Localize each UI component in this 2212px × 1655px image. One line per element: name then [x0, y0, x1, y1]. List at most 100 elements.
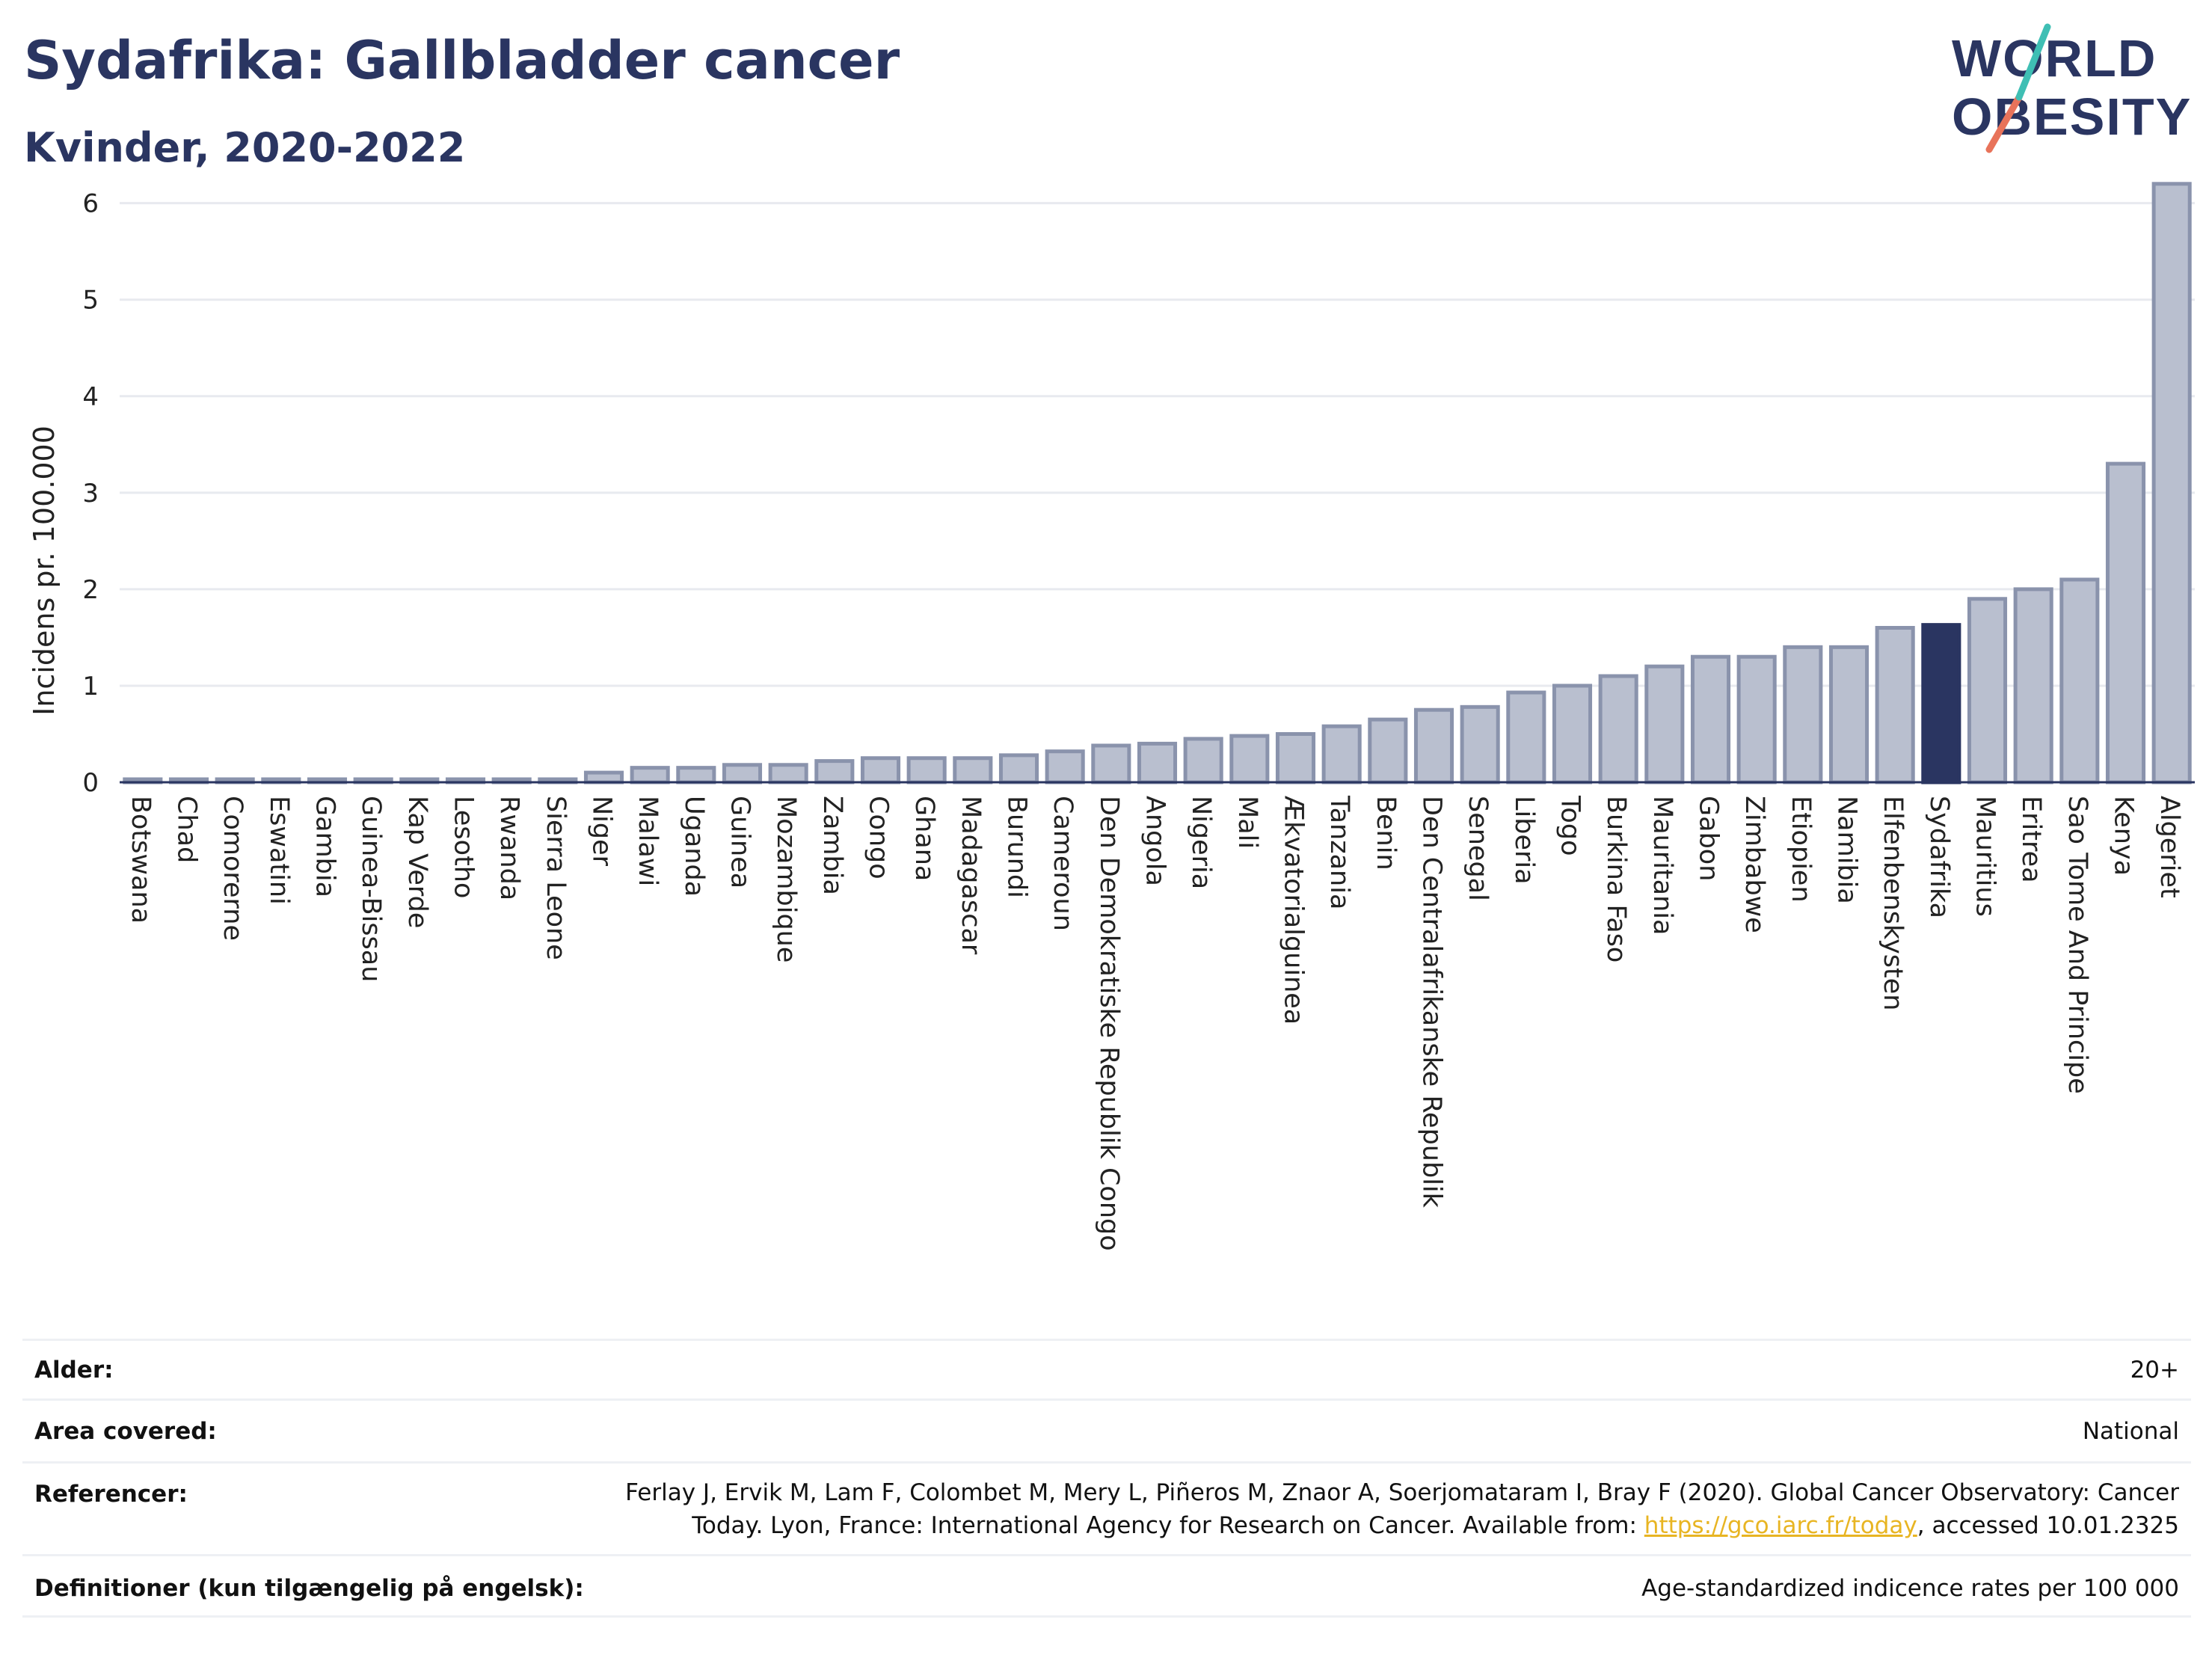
bar-eritrea[interactable]	[2013, 587, 2053, 784]
x-tick-label: Ghana	[909, 796, 939, 881]
age-row: Alder: 20+	[22, 1339, 2191, 1398]
bar-den-centralafrikanske-republik[interactable]	[1413, 707, 1454, 784]
bar-sao-tome-and-principe[interactable]	[2059, 577, 2100, 784]
y-tick-label: 3	[82, 479, 99, 509]
chart-title: Sydafrika: Gallbladder cancer	[24, 30, 900, 91]
bar-benin[interactable]	[1368, 717, 1408, 784]
bar-ghana[interactable]	[906, 756, 947, 784]
x-tick-label: Ækvatorialguinea	[1279, 796, 1309, 1025]
metadata-table: Alder: 20+ Area covered: National Refere…	[22, 1339, 2191, 1623]
bar-tanzania[interactable]	[1321, 724, 1362, 784]
x-tick-label: Burkina Faso	[1601, 796, 1631, 962]
y-axis-label: Incidens pr. 100.000	[28, 426, 61, 716]
x-tick-label: Liberia	[1509, 796, 1539, 885]
x-tick-label: Cameroun	[1048, 796, 1078, 931]
x-tick-label: Kap Verde	[402, 796, 432, 928]
y-tick-label: 1	[82, 672, 99, 701]
x-tick-label: Mauritius	[1970, 796, 2000, 917]
reference-line-1: Ferlay J, Ervik M, Lam F, Colombet M, Me…	[625, 1479, 2179, 1506]
bar-elfenbenskysten[interactable]	[1875, 626, 1915, 784]
x-tick-label: Zambia	[817, 796, 847, 895]
bar-burkina-faso[interactable]	[1598, 674, 1638, 784]
reference-value: Ferlay J, Ervik M, Lam F, Colombet M, Me…	[625, 1476, 2179, 1542]
bar-angola[interactable]	[1137, 741, 1178, 784]
definition-row: Definitioner (kun tilgængelig på engelsk…	[22, 1554, 2191, 1614]
x-tick-label: Mauritania	[1647, 796, 1677, 935]
svg-text:OBESITY: OBESITY	[1952, 87, 2192, 146]
x-tick-label: Guinea	[725, 796, 755, 888]
x-tick-label: Tanzania	[1324, 795, 1354, 909]
x-tick-label: Sao Tome And Principe	[2062, 796, 2092, 1094]
x-tick-label: Eritrea	[2016, 796, 2046, 883]
chart-subtitle: Kvinder, 2020-2022	[24, 124, 466, 171]
y-tick-label: 6	[82, 189, 99, 219]
x-tick-label: Mali	[1232, 796, 1262, 849]
bar-chart: 0 1 2 3 4 5 6 Incidens pr. 100.000 Botswana Chad C…	[28, 182, 2195, 1251]
x-tick-label: Elfenbenskysten	[1878, 796, 1908, 1010]
x-tick-label: Etiopien	[1786, 796, 1816, 903]
x-tick-label: Gabon	[1694, 796, 1724, 881]
x-tick-label: Den Centralafrikanske Republik	[1417, 796, 1447, 1209]
x-tick-label: Benin	[1371, 796, 1401, 871]
x-tick-label: Congo	[864, 796, 894, 879]
x-tick-label: Namibia	[1832, 796, 1862, 904]
area-value: National	[2082, 1418, 2179, 1445]
bar-zimbabwe[interactable]	[1736, 654, 1777, 784]
x-tick-label: Comorerne	[218, 796, 248, 941]
bar-guinea[interactable]	[722, 763, 763, 784]
bar-namibia[interactable]	[1828, 645, 1870, 784]
bar-senegal[interactable]	[1460, 704, 1500, 784]
x-tick-label: Uganda	[679, 796, 709, 897]
bar-congo[interactable]	[860, 756, 901, 784]
reference-line-2: Today. Lyon, France: International Agenc…	[692, 1512, 2179, 1539]
definition-value: Age-standardized indicence rates per 100…	[1641, 1575, 2179, 1602]
y-tick-label: 2	[82, 575, 99, 605]
x-tick-label: Zimbabwe	[1739, 796, 1769, 933]
x-tick-label: Gambia	[310, 796, 340, 897]
bar-madagascar[interactable]	[953, 756, 993, 784]
x-tick-label: Eswatini	[264, 796, 294, 905]
bar-den-demokratiske-republik-congo[interactable]	[1091, 743, 1131, 784]
x-tick-label: Lesotho	[449, 796, 479, 898]
bar-mozambique[interactable]	[768, 763, 808, 784]
bar-mali[interactable]	[1229, 734, 1270, 784]
bar-cameroun[interactable]	[1045, 749, 1085, 784]
world-obesity-logo: WORLD OBESITY	[1952, 23, 2192, 153]
bar-mauritania[interactable]	[1644, 664, 1685, 784]
bar-kenya[interactable]	[2105, 461, 2146, 784]
bar-liberia[interactable]	[1506, 690, 1546, 784]
reference-label: Referencer:	[34, 1481, 188, 1508]
bar-burundi[interactable]	[998, 753, 1039, 784]
bar-zambia[interactable]	[814, 759, 855, 784]
x-tick-label: Angola	[1140, 796, 1170, 886]
x-tick-label: Sierra Leone	[541, 796, 571, 960]
x-tick-label: Niger	[587, 796, 617, 867]
age-label: Alder:	[34, 1357, 114, 1384]
area-label: Area covered:	[34, 1418, 217, 1445]
area-row: Area covered: National	[22, 1398, 2191, 1461]
bar-ækvatorialguinea[interactable]	[1275, 731, 1316, 784]
x-tick-label: Sydafrika	[1924, 796, 1954, 918]
bar-etiopien[interactable]	[1783, 645, 1823, 784]
bar-togo[interactable]	[1552, 684, 1593, 784]
y-tick-label: 4	[82, 382, 99, 412]
bar-nigeria[interactable]	[1183, 737, 1223, 784]
reference-link[interactable]: https://gco.iarc.fr/today	[1644, 1512, 1917, 1539]
svg-text:WORLD: WORLD	[1952, 29, 2157, 87]
x-tick-label: Guinea-Bissau	[356, 796, 386, 982]
x-tick-label: Botswana	[126, 796, 156, 924]
bar-uganda[interactable]	[676, 766, 716, 784]
bar-sydafrika[interactable]	[1921, 623, 1961, 784]
bar-niger[interactable]	[583, 770, 624, 784]
x-tick-label: Kenya	[2109, 796, 2139, 876]
bar-gabon[interactable]	[1690, 654, 1731, 784]
x-tick-label: Madagascar	[956, 796, 986, 955]
y-tick-label: 0	[82, 768, 99, 798]
bar-malawi[interactable]	[630, 766, 670, 784]
bar-mauritius[interactable]	[1967, 597, 2008, 784]
x-tick-label: Mozambique	[771, 796, 801, 962]
bar-algeriet[interactable]	[2151, 182, 2192, 784]
x-tick-label: Chad	[172, 796, 202, 863]
x-tick-label: Nigeria	[1186, 796, 1216, 889]
age-value: 20+	[2130, 1357, 2179, 1384]
